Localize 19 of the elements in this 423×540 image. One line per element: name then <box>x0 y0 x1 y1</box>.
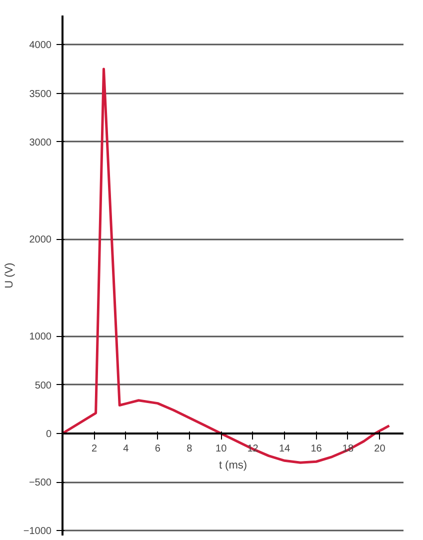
x-axis-title: t (ms) <box>218 460 248 472</box>
y-tick-label: 3500 <box>29 88 52 100</box>
y-tick-label: 3000 <box>29 137 52 148</box>
y-tick-label: 2000 <box>29 234 52 246</box>
x-tick-label: 10 <box>216 443 228 454</box>
x-tick-label: 6 <box>154 443 161 454</box>
x-tick-label: 14 <box>278 443 291 454</box>
x-tick-label: 20 <box>374 443 386 454</box>
y-tick-label: 4000 <box>29 40 52 52</box>
y-tick-label: 500 <box>34 380 52 392</box>
x-tick-label: 4 <box>123 443 130 454</box>
x-tick-label: 2 <box>91 443 98 454</box>
y-tick-label: −500 <box>28 478 52 489</box>
y-axis-title: U (V) <box>3 262 16 288</box>
y-tick-label: 0 <box>46 428 52 440</box>
x-tick-label: 8 <box>186 443 193 454</box>
y-tick-label: 1000 <box>29 332 52 343</box>
y-tick-label: −1000 <box>23 526 52 538</box>
x-tick-label: 16 <box>310 443 322 454</box>
